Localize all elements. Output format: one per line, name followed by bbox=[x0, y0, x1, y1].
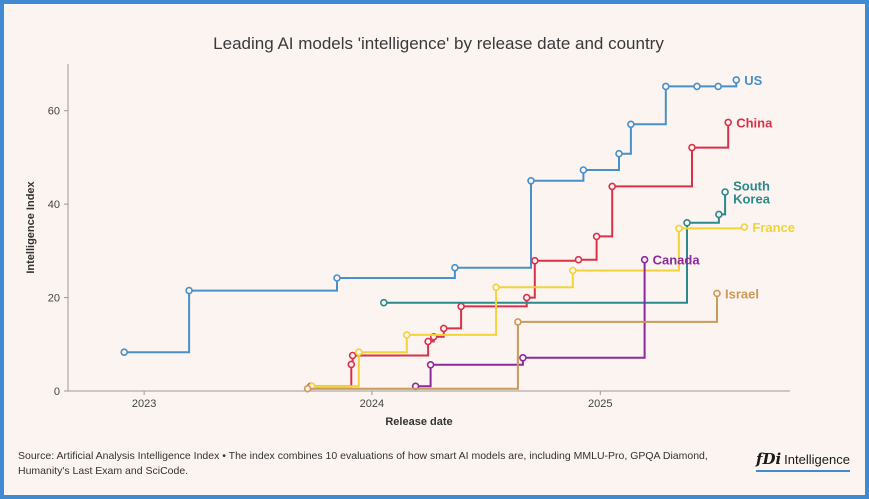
data-point bbox=[514, 318, 522, 326]
data-point bbox=[683, 219, 691, 227]
y-tick-label: 40 bbox=[48, 199, 60, 211]
series-france bbox=[308, 223, 749, 391]
series-label-south-korea: South Korea bbox=[733, 179, 771, 207]
data-point bbox=[492, 283, 500, 292]
chart-title: Leading AI models 'intelligence' by rele… bbox=[213, 34, 664, 53]
series-label-china: China bbox=[736, 115, 773, 130]
data-point bbox=[522, 293, 531, 302]
data-point bbox=[426, 360, 435, 369]
series-label-france: France bbox=[752, 220, 795, 235]
source-note: Source: Artificial Analysis Intelligence… bbox=[18, 450, 708, 477]
data-point bbox=[333, 274, 341, 282]
data-point bbox=[688, 143, 696, 152]
data-point bbox=[574, 255, 583, 264]
y-tick-label: 0 bbox=[54, 386, 60, 398]
series-label-line: US bbox=[744, 73, 762, 88]
data-point bbox=[579, 166, 588, 174]
data-point bbox=[402, 331, 411, 339]
series-label-line: Israel bbox=[725, 286, 759, 301]
series-israel bbox=[303, 289, 721, 393]
series-label-line: Canada bbox=[653, 253, 701, 268]
x-tick-label: 2024 bbox=[360, 398, 384, 410]
data-point bbox=[519, 353, 527, 362]
series-label-us: US bbox=[744, 73, 762, 88]
series-line-china bbox=[310, 122, 730, 388]
data-point bbox=[693, 82, 701, 91]
series-line-france bbox=[312, 227, 746, 388]
data-point bbox=[379, 298, 388, 307]
x-axis-label: Release date bbox=[385, 416, 452, 428]
series-label-line: Korea bbox=[733, 192, 771, 207]
series-label-line: China bbox=[736, 115, 773, 130]
data-point bbox=[627, 120, 635, 129]
data-point bbox=[439, 324, 448, 333]
data-point bbox=[608, 182, 617, 191]
data-point bbox=[615, 149, 623, 158]
data-point bbox=[592, 232, 601, 241]
data-point bbox=[347, 360, 356, 369]
data-point bbox=[640, 255, 649, 264]
data-point bbox=[724, 118, 733, 127]
fdi-logo-text: Intelligence bbox=[784, 452, 850, 467]
series-line-canada bbox=[415, 259, 646, 388]
data-point bbox=[120, 348, 128, 357]
data-point bbox=[732, 76, 741, 84]
y-tick-label: 60 bbox=[48, 106, 60, 118]
data-point bbox=[185, 286, 193, 295]
fdi-logo-mark: fDi bbox=[756, 450, 782, 468]
data-point bbox=[354, 348, 363, 357]
series-label-israel: Israel bbox=[725, 286, 759, 301]
data-point bbox=[527, 177, 535, 185]
series-label-canada: Canada bbox=[653, 253, 701, 268]
data-point bbox=[530, 256, 539, 265]
x-tick-label: 2023 bbox=[132, 398, 156, 410]
data-point bbox=[568, 266, 577, 275]
series-label-line: South bbox=[733, 179, 770, 194]
data-point bbox=[457, 302, 465, 311]
series-line-south-korea bbox=[383, 192, 727, 304]
data-point bbox=[661, 82, 670, 91]
series-layer bbox=[120, 76, 749, 393]
x-tick-label: 2025 bbox=[588, 398, 612, 410]
axes: 0 20 40 60 2023 2024 2025 Release date Intellige… bbox=[25, 64, 790, 428]
data-point bbox=[675, 224, 683, 233]
data-point bbox=[740, 223, 749, 231]
series-canada bbox=[411, 255, 649, 391]
data-point bbox=[424, 337, 432, 346]
data-point bbox=[714, 82, 723, 91]
series-line-israel bbox=[307, 293, 718, 390]
data-point bbox=[348, 351, 357, 360]
data-point bbox=[713, 289, 721, 298]
series-label-line: France bbox=[752, 220, 795, 235]
labels-layer: US China South Korea France Canada Israel bbox=[653, 73, 795, 301]
data-point bbox=[721, 188, 729, 196]
data-point bbox=[451, 263, 459, 272]
series-china bbox=[306, 118, 733, 391]
fdi-intelligence-logo: fDi Intelligence bbox=[756, 450, 850, 472]
series-south-korea bbox=[379, 188, 729, 307]
series-us bbox=[120, 76, 741, 357]
y-axis-label: Intelligence Index bbox=[25, 180, 37, 273]
data-point bbox=[715, 210, 723, 219]
y-tick-label: 20 bbox=[48, 293, 60, 305]
data-point bbox=[303, 384, 312, 393]
